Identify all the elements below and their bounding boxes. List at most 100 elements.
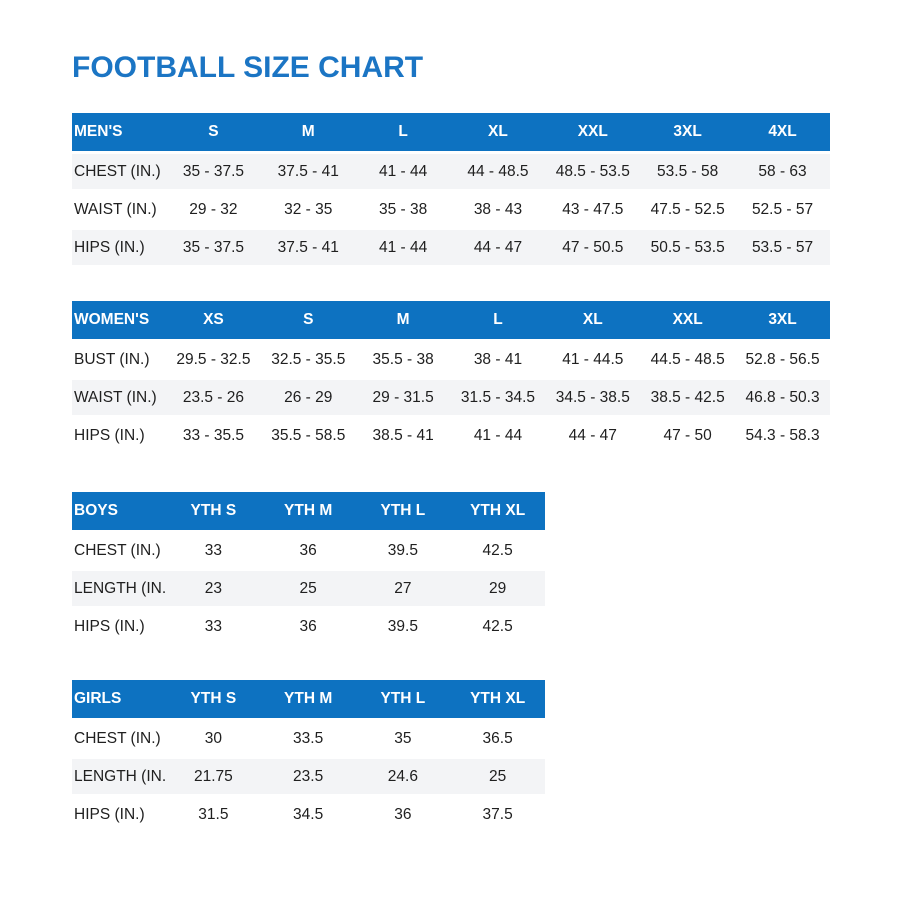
- size-value: 38.5 - 42.5: [640, 380, 736, 415]
- size-value: 36: [260, 609, 356, 644]
- row-label: HIPS (IN.): [72, 230, 166, 265]
- size-value: 44 - 47: [545, 418, 641, 453]
- table-row: HIPS (IN.) 33 36 39.5 42.5: [72, 609, 545, 644]
- size-table-womens: WOMEN'S XS S M L XL XXL 3XL BUST (IN.) 29.5 - 32.…: [72, 298, 830, 456]
- column-header: M: [355, 301, 451, 339]
- table-row: WAIST (IN.) 23.5 - 26 26 - 29 29 - 31.5 31.5…: [72, 380, 830, 415]
- row-label: CHEST (IN.): [72, 533, 166, 568]
- size-value: 32.5 - 35.5: [260, 342, 356, 377]
- table-row: CHEST (IN.) 30 33.5 35 36.5: [72, 721, 545, 756]
- column-header: XL: [450, 113, 546, 151]
- size-value: 36: [260, 533, 356, 568]
- row-label: WAIST (IN.): [72, 380, 166, 415]
- size-value: 30: [166, 721, 261, 756]
- size-value: 58 - 63: [735, 154, 830, 189]
- header-row-mens: MEN'S S M L XL XXL 3XL 4XL: [72, 113, 830, 151]
- row-label: WAIST (IN.): [72, 192, 166, 227]
- column-header: XL: [545, 301, 641, 339]
- size-value: 35.5 - 38: [355, 342, 451, 377]
- size-value: 33: [166, 609, 261, 644]
- size-value: 34.5: [260, 797, 356, 832]
- size-value: 50.5 - 53.5: [640, 230, 736, 265]
- size-value: 33.5: [260, 721, 356, 756]
- column-header: YTH L: [355, 680, 451, 718]
- table-row: CHEST (IN.) 35 - 37.5 37.5 - 41 41 - 44 44 -…: [72, 154, 830, 189]
- size-value: 48.5 - 53.5: [545, 154, 641, 189]
- table-row: HIPS (IN.) 35 - 37.5 37.5 - 41 41 - 44 44 - …: [72, 230, 830, 265]
- column-header: YTH M: [260, 680, 356, 718]
- column-header: YTH XL: [450, 680, 545, 718]
- table-row: WAIST (IN.) 29 - 32 32 - 35 35 - 38 38 - 43 4…: [72, 192, 830, 227]
- column-header: YTH S: [166, 680, 261, 718]
- size-value: 37.5: [450, 797, 545, 832]
- size-value: 25: [450, 759, 545, 794]
- size-value: 35 - 37.5: [166, 230, 261, 265]
- row-label: HIPS (IN.): [72, 609, 166, 644]
- size-value: 33: [166, 533, 261, 568]
- size-value: 37.5 - 41: [260, 154, 356, 189]
- column-header: YTH S: [166, 492, 261, 530]
- column-header: YTH L: [355, 492, 451, 530]
- size-value: 29 - 31.5: [355, 380, 451, 415]
- size-value: 44 - 47: [450, 230, 546, 265]
- size-value: 38 - 41: [450, 342, 546, 377]
- row-label: LENGTH (IN.): [72, 759, 166, 794]
- column-header: YTH XL: [450, 492, 545, 530]
- size-value: 31.5 - 34.5: [450, 380, 546, 415]
- column-header: XS: [166, 301, 261, 339]
- table-row: LENGTH (IN.) 23 25 27 29: [72, 571, 545, 606]
- size-value: 35.5 - 58.5: [260, 418, 356, 453]
- header-row-womens: WOMEN'S XS S M L XL XXL 3XL: [72, 301, 830, 339]
- size-table-boys: BOYS YTH S YTH M YTH L YTH XL CHEST (IN.) 33 36…: [72, 489, 545, 647]
- size-value: 35 - 38: [355, 192, 451, 227]
- size-value: 47 - 50.5: [545, 230, 641, 265]
- size-value: 37.5 - 41: [260, 230, 356, 265]
- size-value: 29: [450, 571, 545, 606]
- size-value: 42.5: [450, 533, 545, 568]
- size-value: 41 - 44: [355, 230, 451, 265]
- column-header: 4XL: [735, 113, 830, 151]
- column-header: L: [355, 113, 451, 151]
- table-title-womens: WOMEN'S: [72, 301, 166, 339]
- size-value: 44.5 - 48.5: [640, 342, 736, 377]
- column-header: S: [166, 113, 261, 151]
- column-header: YTH M: [260, 492, 356, 530]
- size-value: 39.5: [355, 609, 451, 644]
- row-label: HIPS (IN.): [72, 797, 166, 832]
- size-value: 25: [260, 571, 356, 606]
- size-value: 39.5: [355, 533, 451, 568]
- column-header: XXL: [640, 301, 736, 339]
- size-table-girls: GIRLS YTH S YTH M YTH L YTH XL CHEST (IN.) 30 3…: [72, 677, 545, 835]
- table-title-boys: BOYS: [72, 492, 166, 530]
- size-value: 32 - 35: [260, 192, 356, 227]
- table-row: HIPS (IN.) 33 - 35.5 35.5 - 58.5 38.5 - 41 4…: [72, 418, 830, 453]
- row-label: BUST (IN.): [72, 342, 166, 377]
- size-value: 29.5 - 32.5: [166, 342, 261, 377]
- size-value: 34.5 - 38.5: [545, 380, 641, 415]
- size-value: 27: [355, 571, 451, 606]
- size-value: 43 - 47.5: [545, 192, 641, 227]
- page-title: FOOTBALL SIZE CHART: [72, 51, 424, 84]
- size-value: 35 - 37.5: [166, 154, 261, 189]
- row-label: CHEST (IN.): [72, 154, 166, 189]
- header-row-boys: BOYS YTH S YTH M YTH L YTH XL: [72, 492, 545, 530]
- header-row-girls: GIRLS YTH S YTH M YTH L YTH XL: [72, 680, 545, 718]
- size-value: 52.5 - 57: [735, 192, 830, 227]
- size-value: 38 - 43: [450, 192, 546, 227]
- size-value: 47 - 50: [640, 418, 736, 453]
- size-value: 26 - 29: [260, 380, 356, 415]
- column-header: XXL: [545, 113, 641, 151]
- table-row: BUST (IN.) 29.5 - 32.5 32.5 - 35.5 35.5 - 3…: [72, 342, 830, 377]
- size-value: 36: [355, 797, 451, 832]
- column-header: S: [260, 301, 356, 339]
- size-value: 33 - 35.5: [166, 418, 261, 453]
- size-value: 47.5 - 52.5: [640, 192, 736, 227]
- column-header: 3XL: [640, 113, 736, 151]
- size-value: 41 - 44: [355, 154, 451, 189]
- table-row: LENGTH (IN.) 21.75 23.5 24.6 25: [72, 759, 545, 794]
- size-value: 42.5: [450, 609, 545, 644]
- table-title-mens: MEN'S: [72, 113, 166, 151]
- column-header: M: [260, 113, 356, 151]
- size-value: 38.5 - 41: [355, 418, 451, 453]
- table-title-girls: GIRLS: [72, 680, 166, 718]
